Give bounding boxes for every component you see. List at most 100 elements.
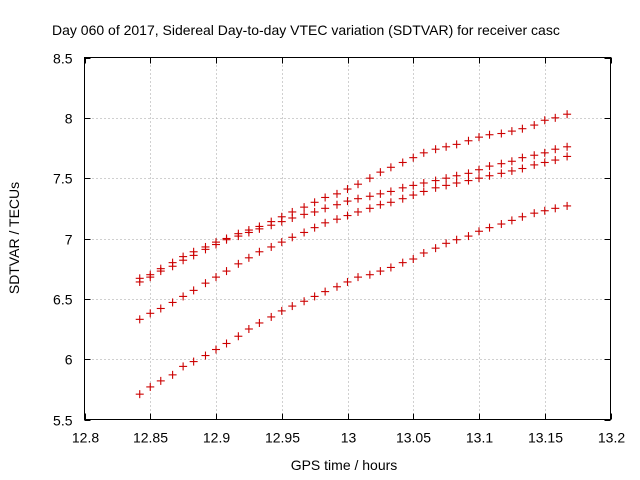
data-point [354, 273, 363, 282]
data-point [156, 267, 165, 276]
data-point [475, 165, 483, 174]
data-point [386, 187, 395, 196]
data-point [277, 238, 286, 247]
data-point [343, 211, 352, 220]
data-point [431, 244, 440, 253]
data-point [518, 124, 527, 133]
data-point [452, 140, 461, 149]
data-point [518, 212, 527, 221]
data-point [442, 142, 451, 151]
data-point [189, 286, 198, 295]
data-point [419, 178, 428, 187]
data-point [179, 362, 188, 371]
data-point [267, 312, 276, 321]
x-tick-label: 13.1 [466, 430, 493, 446]
data-point [485, 171, 494, 180]
data-point [310, 198, 319, 207]
data-point [497, 129, 506, 138]
data-point [189, 251, 198, 260]
data-point [442, 181, 451, 190]
data-point [409, 153, 418, 162]
x-tick-label: 13.15 [528, 430, 563, 446]
x-tick-label: 13.2 [598, 430, 625, 446]
data-point [409, 181, 418, 190]
data-point [321, 287, 330, 296]
data-point [146, 382, 155, 391]
grid [84, 57, 611, 420]
data-point [255, 247, 264, 256]
data-point [300, 210, 309, 219]
data-point [485, 223, 494, 232]
data-point [201, 279, 210, 288]
data-point [431, 183, 440, 192]
series-3 [135, 152, 572, 324]
y-tick-label: 5.5 [53, 413, 73, 429]
data-point [365, 174, 374, 183]
data-point [398, 183, 407, 192]
data-point [563, 110, 572, 119]
x-tick-label: 13 [341, 430, 357, 446]
x-tick-label: 12.9 [203, 430, 230, 446]
plot-frame [84, 57, 611, 420]
data-point [485, 162, 494, 171]
data-point [530, 209, 539, 218]
data-point [540, 148, 549, 157]
data-point [300, 203, 309, 212]
data-point [288, 213, 297, 222]
data-point [267, 242, 276, 251]
data-point [244, 325, 253, 333]
data-point [212, 345, 220, 354]
axis-ticks [84, 57, 612, 421]
data-point [255, 224, 264, 233]
data-point [540, 116, 549, 125]
data-point [321, 204, 330, 213]
data-point [551, 204, 560, 213]
data-point [343, 277, 352, 286]
data-point [277, 306, 286, 315]
data-point [354, 180, 363, 189]
chart-title: Day 060 of 2017, Sidereal Day-to-day VTE… [52, 22, 560, 38]
data-point [442, 174, 451, 183]
data-point [497, 159, 506, 168]
data-point [551, 156, 560, 165]
y-tick-label: 7 [65, 232, 73, 248]
data-point [507, 216, 516, 225]
data-point [332, 200, 341, 209]
data-point [310, 207, 319, 216]
data-point [135, 390, 144, 399]
data-point [376, 200, 385, 209]
data-point [475, 174, 483, 183]
data-point [530, 121, 539, 130]
data-point [277, 217, 286, 226]
data-point [222, 339, 231, 348]
data-points [135, 110, 572, 399]
data-point [431, 176, 440, 185]
series-4 [135, 201, 572, 399]
data-point [135, 277, 144, 286]
data-point [365, 204, 374, 213]
data-point [409, 255, 418, 264]
data-point [452, 235, 461, 244]
data-point [452, 171, 461, 180]
data-point [244, 228, 253, 237]
data-point [332, 282, 341, 291]
data-point [507, 166, 516, 175]
data-point [332, 215, 341, 224]
data-point [244, 253, 253, 262]
data-point [310, 292, 319, 301]
data-point [300, 228, 309, 237]
data-point [409, 191, 418, 200]
data-point [530, 160, 539, 169]
data-point [300, 297, 309, 306]
data-point [398, 258, 407, 267]
y-tick-label: 8 [65, 111, 73, 127]
data-point [288, 233, 297, 242]
data-point [518, 153, 527, 162]
data-point [431, 145, 440, 154]
data-point [398, 194, 407, 203]
data-point [530, 151, 539, 160]
data-point [255, 318, 264, 327]
data-point [419, 248, 428, 257]
x-tick-label: 12.95 [265, 430, 300, 446]
